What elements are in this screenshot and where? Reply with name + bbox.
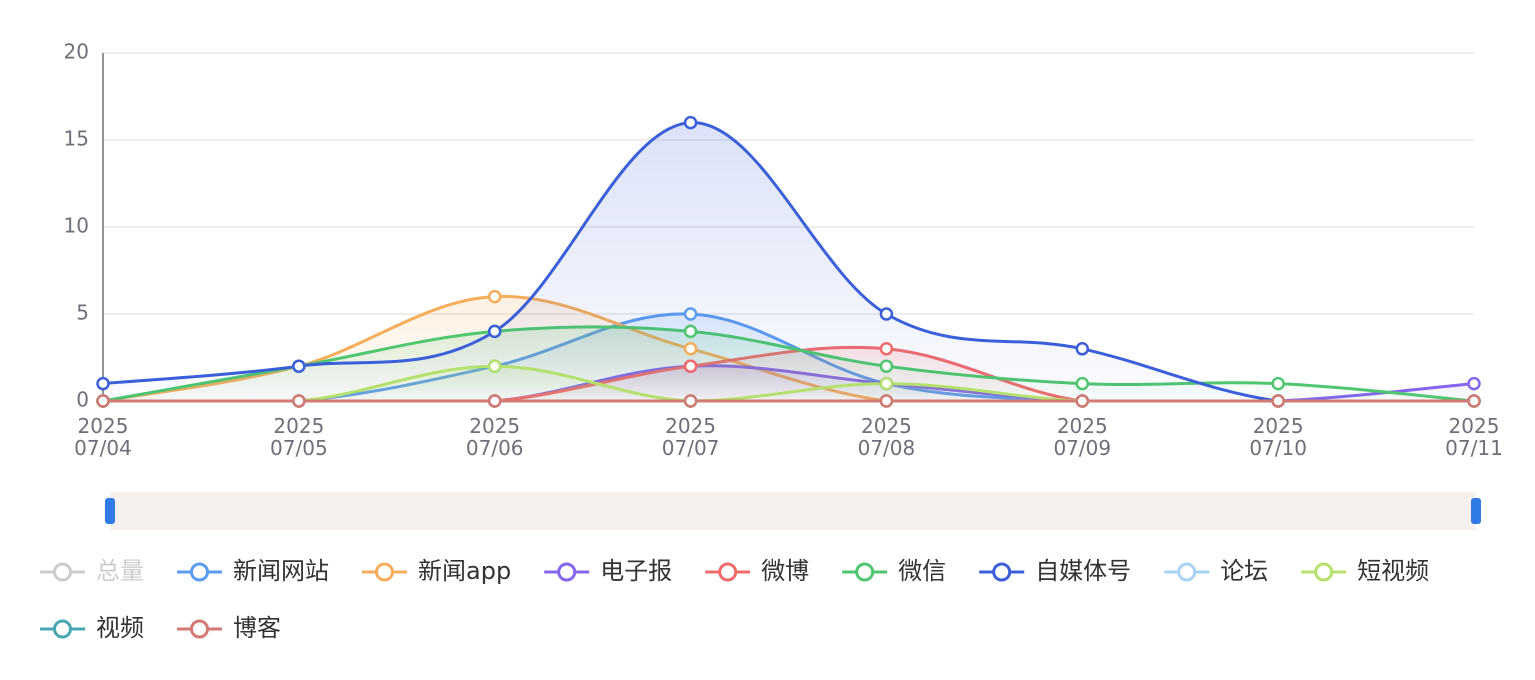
marker [683, 359, 698, 373]
legend-icon [1177, 562, 1197, 582]
marker [487, 359, 502, 373]
x-tick-label: 2025 07/07 [662, 414, 720, 460]
legend-label: 自媒体号 [1035, 557, 1131, 585]
x-tick-label: 2025 07/09 [1053, 414, 1111, 460]
legend-icon [1314, 562, 1334, 582]
legend-label: 微信 [898, 557, 946, 585]
legend-icon [53, 562, 72, 582]
legend-item[interactable]: 论坛 [1164, 557, 1268, 585]
marker [1075, 342, 1090, 356]
legend-icon [855, 562, 875, 582]
legend-item[interactable]: 总量 [40, 557, 144, 585]
x-tick-label: 2025 07/06 [466, 414, 524, 460]
legend-label: 博客 [233, 614, 281, 642]
marker [487, 394, 502, 408]
legend-icon [992, 562, 1012, 582]
legend-label: 视频 [96, 614, 144, 642]
marker [1271, 394, 1285, 408]
legend-item[interactable]: 新闻网站 [177, 557, 329, 585]
legend-icon [718, 562, 738, 582]
legend-label: 新闻app [418, 557, 511, 585]
legend-label: 电子报 [600, 557, 672, 585]
marker [1075, 376, 1090, 391]
y-tick-label: 20 [64, 40, 89, 64]
area [103, 122, 1474, 401]
legend-item[interactable]: 电子报 [544, 557, 672, 585]
marker [487, 324, 502, 339]
legend-icon [375, 562, 394, 582]
marker [879, 342, 894, 356]
marker [1467, 394, 1481, 408]
marker [879, 394, 894, 408]
y-tick-label: 5 [76, 301, 89, 325]
x-tick-label: 2025 07/05 [270, 414, 328, 460]
legend-item[interactable]: 新闻app [362, 557, 511, 585]
marker [683, 394, 698, 408]
legend-item[interactable]: 微博 [705, 557, 809, 585]
marker [292, 359, 306, 373]
marker [1467, 376, 1481, 391]
legend-item[interactable]: 微信 [842, 557, 946, 585]
marker [1271, 376, 1285, 391]
legend-label: 微博 [761, 557, 809, 585]
marker [96, 376, 110, 391]
legend-icon [190, 619, 209, 639]
area [103, 366, 1474, 401]
marker [683, 307, 698, 321]
marker [1075, 394, 1090, 408]
zoom-handle[interactable] [105, 498, 115, 524]
legend-item[interactable]: 短视频 [1301, 557, 1429, 585]
data-zoom[interactable] [105, 492, 1481, 530]
y-tick-label: 10 [64, 214, 89, 238]
marker [683, 115, 698, 130]
legend-item[interactable]: 博客 [177, 614, 281, 642]
marker [96, 394, 110, 408]
marker [879, 307, 894, 321]
zoom-handle[interactable] [1471, 498, 1481, 524]
line [102, 121, 1474, 403]
legend-label: 短视频 [1357, 557, 1429, 585]
zoom-track[interactable] [110, 492, 1476, 530]
x-tick-label: 2025 07/08 [858, 414, 916, 460]
legend-label: 新闻网站 [233, 557, 329, 585]
legend-label: 论坛 [1220, 557, 1268, 585]
x-tick-label: 2025 07/10 [1249, 414, 1307, 460]
legend-icon [190, 562, 209, 582]
y-tick-label: 15 [64, 127, 89, 151]
legend-item[interactable]: 视频 [40, 614, 144, 642]
y-tick-label: 0 [76, 388, 89, 412]
legend-item[interactable]: 自媒体号 [979, 557, 1131, 585]
marker [683, 342, 698, 356]
marker [879, 359, 894, 373]
marker [879, 376, 894, 391]
legend-icon [53, 619, 72, 639]
marker [683, 324, 698, 339]
x-tick-label: 2025 07/04 [74, 414, 132, 460]
marker [292, 394, 306, 408]
legend-icon [557, 562, 577, 582]
marker [487, 289, 502, 304]
x-tick-label: 2025 07/11 [1445, 414, 1503, 460]
legend-label: 总量 [96, 557, 144, 585]
